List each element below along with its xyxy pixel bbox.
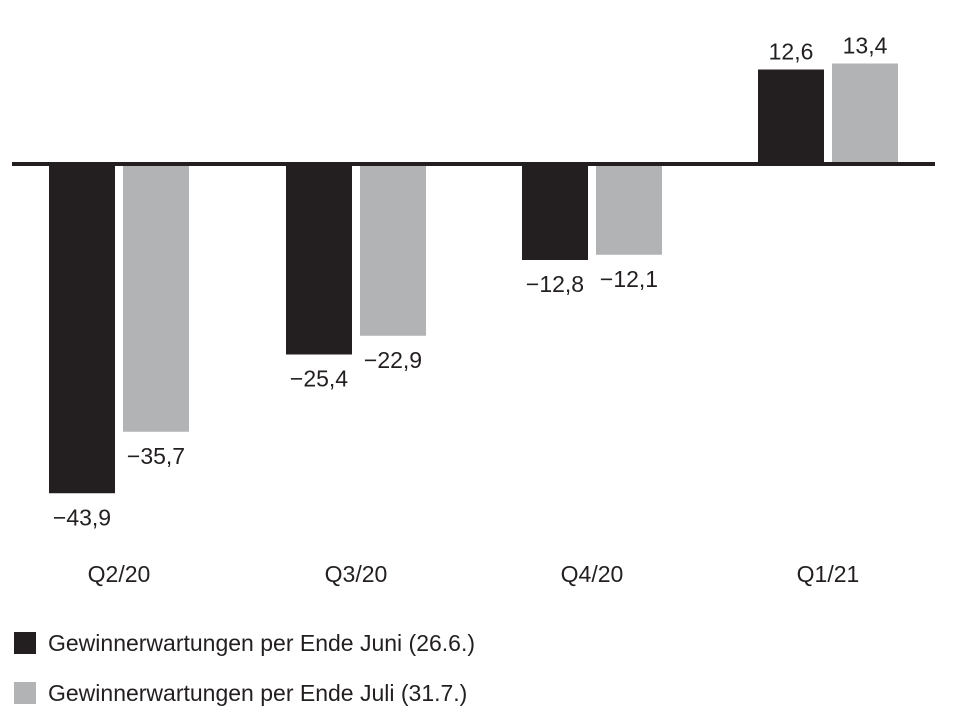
bar-q3-20-series-1 [286, 164, 352, 355]
bar-q1-21-series-1 [758, 69, 824, 164]
data-label-q2-20-series-2: −35,7 [127, 443, 185, 469]
legend: Gewinnerwartungen per Ende Juni (26.6.) … [14, 618, 475, 718]
data-label-q1-21-series-2: 13,4 [843, 33, 888, 59]
bar-q2-20-series-1 [49, 164, 115, 494]
legend-item-july: Gewinnerwartungen per Ende Juli (31.7.) [14, 668, 475, 718]
bar-q4-20-series-1 [522, 164, 588, 260]
data-label-q3-20-series-1: −25,4 [290, 366, 348, 392]
legend-item-june: Gewinnerwartungen per Ende Juni (26.6.) [14, 618, 475, 668]
data-label-q2-20-series-1: −43,9 [53, 504, 111, 530]
data-label-q3-20-series-2: −22,9 [364, 347, 422, 373]
bar-q1-21-series-2 [832, 63, 898, 164]
bar-q3-20-series-2 [360, 164, 426, 336]
bar-q4-20-series-2 [596, 164, 662, 255]
legend-label-june: Gewinnerwartungen per Ende Juni (26.6.) [48, 630, 476, 656]
category-label-q3-20: Q3/20 [325, 561, 388, 587]
bar-q2-20-series-2 [123, 164, 189, 432]
category-label-q4-20: Q4/20 [561, 561, 624, 587]
legend-label-july: Gewinnerwartungen per Ende Juli (31.7.) [48, 680, 468, 706]
data-label-q4-20-series-2: −12,1 [600, 266, 658, 292]
data-label-q4-20-series-1: −12,8 [526, 271, 584, 297]
bar-chart: −43,9 −35,7 Q2/20 −25,4 −22,9 Q3/20 −12,8 −12,1… [12, 33, 935, 587]
category-label-q1-21: Q1/21 [797, 561, 860, 587]
legend-swatch-july [14, 682, 36, 704]
data-label-q1-21-series-1: 12,6 [769, 39, 814, 65]
legend-swatch-june [14, 632, 36, 654]
category-label-q2-20: Q2/20 [88, 561, 151, 587]
